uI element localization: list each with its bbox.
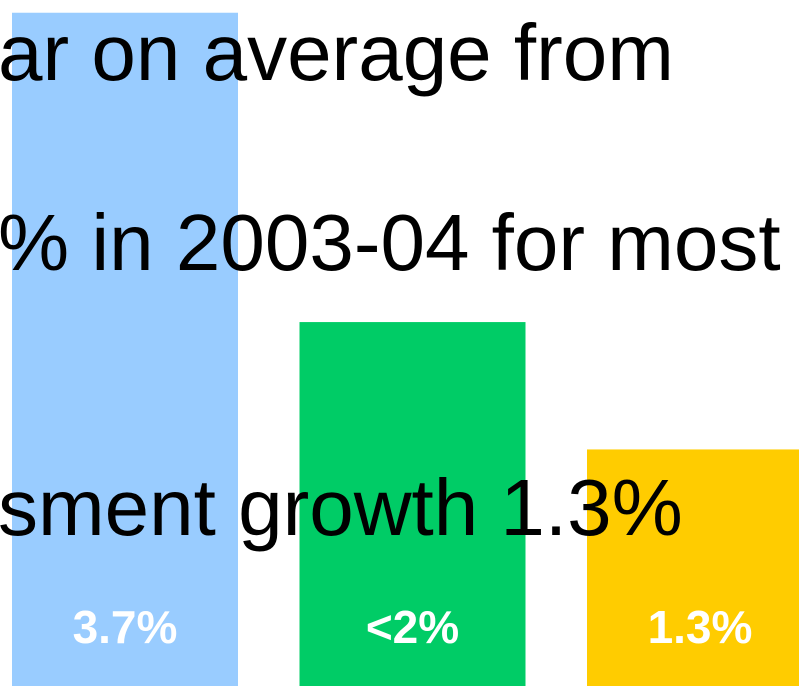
bar bbox=[299, 322, 526, 686]
annotation: % in 2003-04 for most bbox=[0, 198, 781, 287]
bar bbox=[587, 449, 799, 686]
annotation: ar on average from bbox=[0, 8, 674, 97]
value-label: 1.3% bbox=[648, 601, 753, 653]
bar bbox=[12, 12, 238, 686]
annotation: sment growth 1.3% bbox=[0, 463, 683, 552]
value-label: <2% bbox=[366, 601, 459, 653]
value-label: 3.7% bbox=[73, 601, 178, 653]
